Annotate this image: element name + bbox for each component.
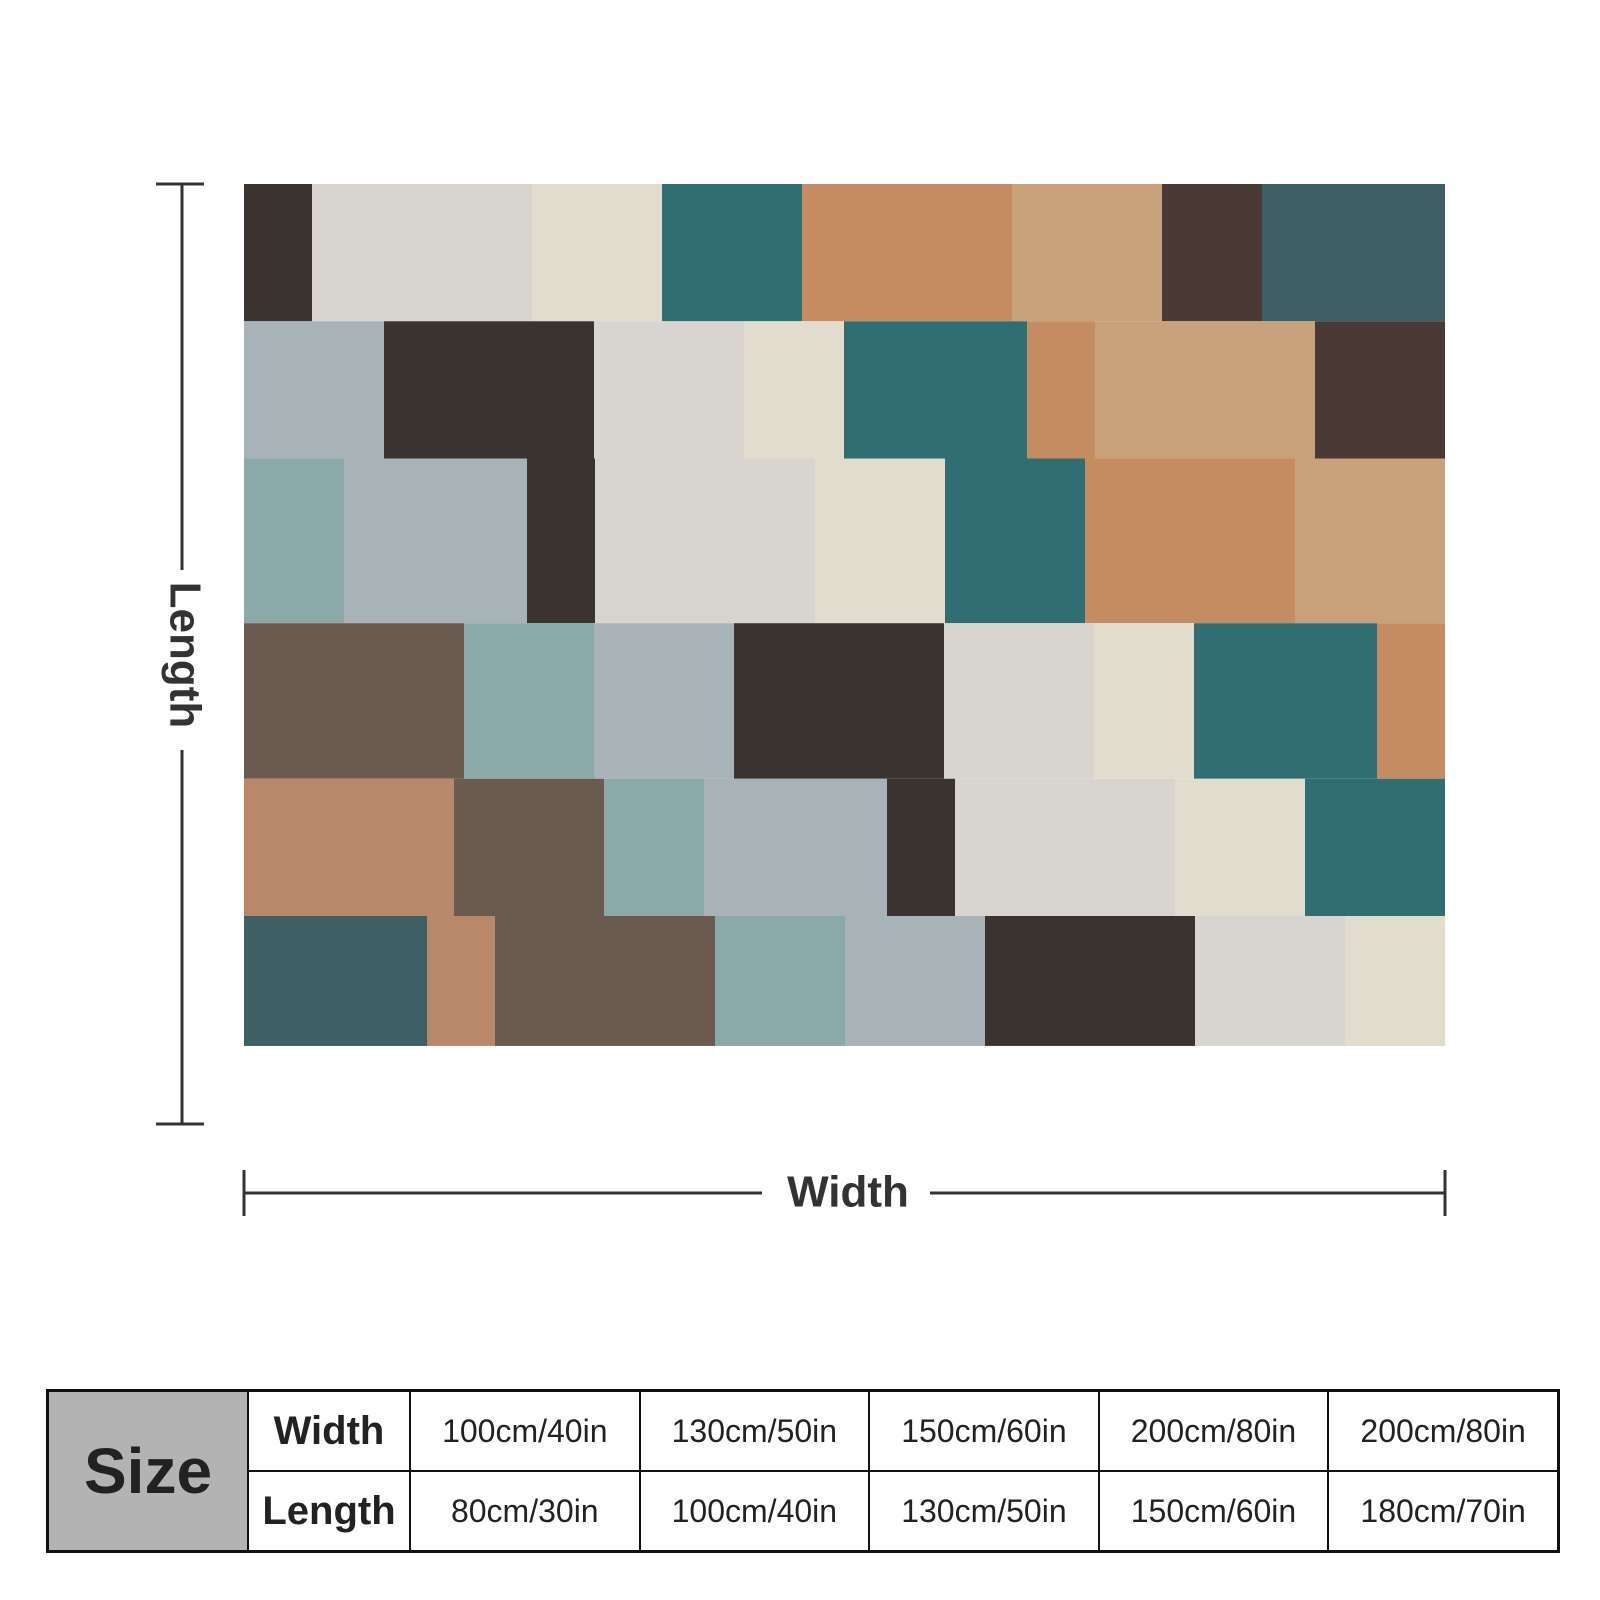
- photo-tile: [1305, 778, 1445, 916]
- photo-tile: [1345, 916, 1445, 1046]
- size-cell: 130cm/50in: [638, 1389, 871, 1472]
- photo-tile: [944, 623, 1094, 779]
- product-diagram: Length Width: [156, 182, 1447, 1217]
- photo-tile: [985, 916, 1195, 1046]
- photo-tile: [1085, 458, 1295, 624]
- table-corner: Size: [46, 1389, 249, 1553]
- photo-tile: [1094, 623, 1194, 779]
- photo-tile: [734, 623, 944, 779]
- table-row: Length 80cm/30in 100cm/40in 130cm/50in 150cm…: [48, 1470, 1560, 1553]
- photo-tile: [1175, 778, 1305, 916]
- photo-tile: [1262, 184, 1445, 322]
- photo-tile: [815, 458, 945, 624]
- size-table: Size Width 100cm/40in 130cm/50in 150cm/60in 2…: [46, 1389, 1560, 1553]
- photo-tile: [244, 321, 384, 459]
- size-cell: 200cm/80in: [1327, 1389, 1560, 1472]
- photo-tile: [595, 458, 815, 624]
- photo-tile: [244, 458, 344, 624]
- photo-tile: [244, 623, 464, 779]
- photo-tile: [1012, 184, 1162, 322]
- photo-tile: [1194, 623, 1377, 779]
- photo-tile: [845, 916, 985, 1046]
- size-cell: 200cm/80in: [1097, 1389, 1330, 1472]
- photo-tile: [704, 778, 887, 916]
- size-cell: 150cm/60in: [868, 1389, 1100, 1472]
- photo-tile: [594, 321, 744, 459]
- photo-tile: [1315, 321, 1445, 459]
- photo-tile: [715, 916, 845, 1046]
- size-cell: 130cm/50in: [868, 1470, 1100, 1553]
- photo-tile: [244, 916, 427, 1046]
- photo-tile: [344, 458, 527, 624]
- photo-tile: [802, 184, 1012, 322]
- photo-tile: [244, 184, 312, 322]
- photo-tile: [427, 916, 495, 1046]
- photo-tile: [744, 321, 844, 459]
- photo-tile: [527, 458, 595, 624]
- photo-tile: [384, 321, 594, 459]
- photo-tile: [454, 778, 604, 916]
- row-header: Length: [247, 1470, 411, 1553]
- size-cell: 150cm/60in: [1097, 1470, 1330, 1553]
- table-row: Size Width 100cm/40in 130cm/50in 150cm/60in 2…: [46, 1389, 1560, 1553]
- photo-tile: [887, 778, 955, 916]
- photo-tile: [1295, 458, 1445, 624]
- length-label: Length: [160, 582, 209, 729]
- photo-tile: [662, 184, 802, 322]
- photo-tile: [495, 916, 715, 1046]
- photo-tile: [844, 321, 1027, 459]
- row-header: Width: [247, 1389, 411, 1472]
- photo-tile: [955, 778, 1175, 916]
- photo-tile: [532, 184, 662, 322]
- photo-tile: [594, 623, 734, 779]
- photo-tile: [244, 778, 454, 916]
- photo-tile: [604, 778, 704, 916]
- blanket-collage: [244, 184, 1445, 1046]
- photo-tile: [1377, 623, 1445, 779]
- photo-tile: [1027, 321, 1095, 459]
- photo-tile: [464, 623, 594, 779]
- width-label: Width: [787, 1168, 909, 1217]
- photo-tile: [1095, 321, 1315, 459]
- size-cell: 100cm/40in: [638, 1470, 871, 1553]
- size-cell: 80cm/30in: [409, 1470, 641, 1553]
- size-cell: 180cm/70in: [1327, 1470, 1560, 1553]
- photo-tile: [945, 458, 1085, 624]
- photo-tile: [1195, 916, 1345, 1046]
- photo-tile: [312, 184, 532, 322]
- photo-tile: [1162, 184, 1262, 322]
- size-cell: 100cm/40in: [409, 1389, 641, 1472]
